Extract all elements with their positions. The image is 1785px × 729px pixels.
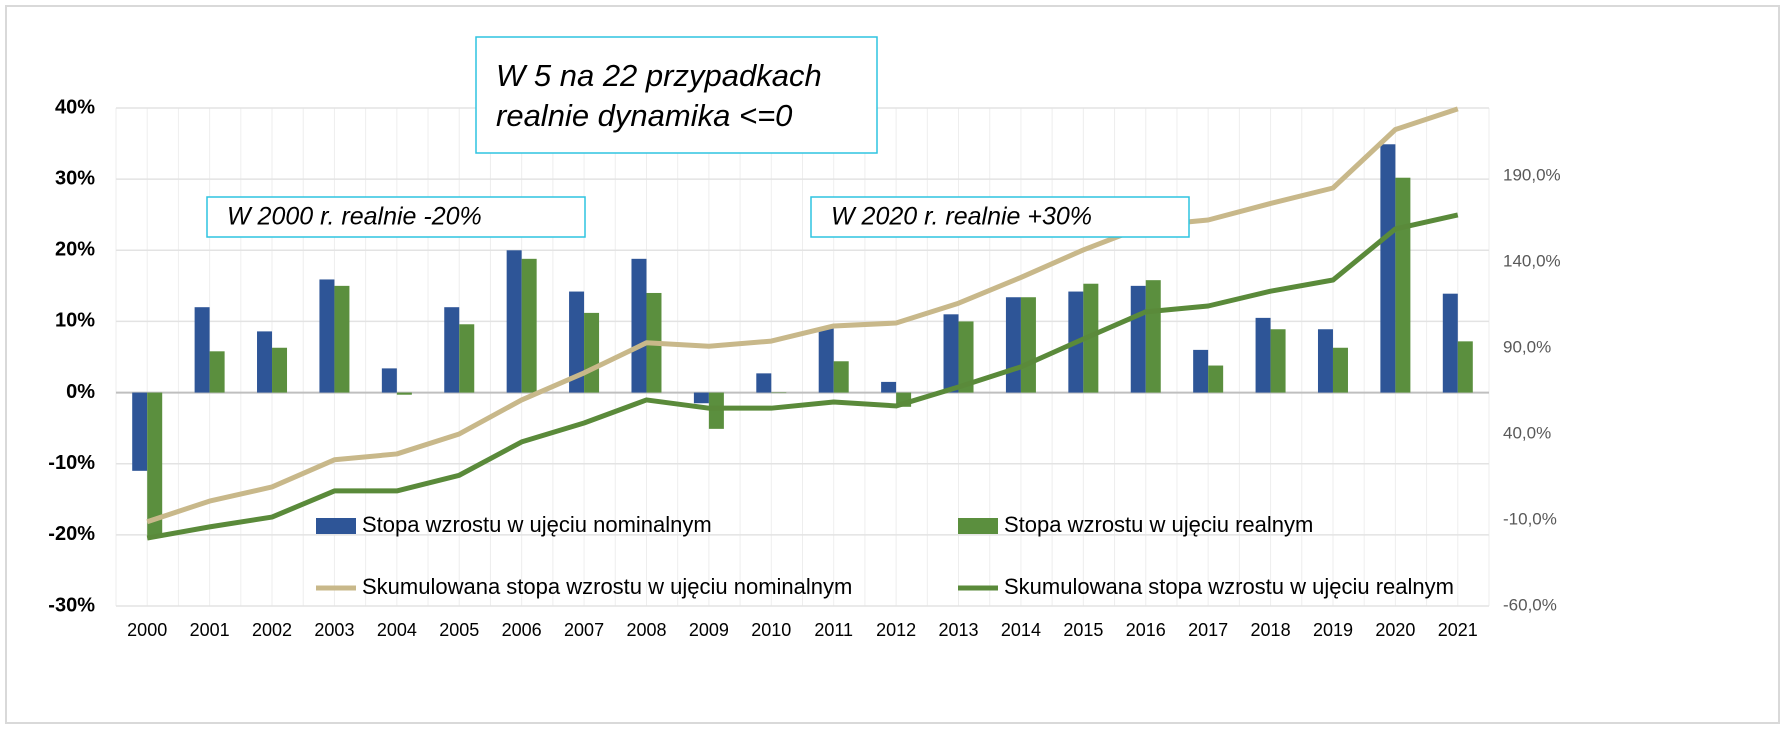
annotation-box <box>206 196 586 238</box>
y2-tick-label: 90,0% <box>1503 337 1551 356</box>
bar <box>1380 144 1396 393</box>
annotation-box <box>475 36 878 154</box>
x-tick-label: 2013 <box>938 620 978 640</box>
annotation-text: W 2000 r. realnie -20% <box>227 203 482 231</box>
bar <box>771 392 787 394</box>
x-tick-label: 2018 <box>1251 620 1291 640</box>
y-tick-label: 20% <box>55 239 95 261</box>
overlay: Stopa wzrostu w ujęciu nominalnym Stopa w… <box>206 36 1454 599</box>
annotation-box <box>810 196 1190 238</box>
bar <box>1130 285 1146 393</box>
bar <box>756 373 772 393</box>
y-tick-label: -30% <box>48 594 95 616</box>
legend-swatch <box>316 518 356 534</box>
x-tick-label: 2003 <box>314 620 354 640</box>
x-tick-label: 2009 <box>689 620 729 640</box>
bar <box>584 312 600 393</box>
x-tick-label: 2008 <box>626 620 666 640</box>
x-tick-label: 2011 <box>814 620 853 640</box>
x-tick-label: 2019 <box>1313 620 1353 640</box>
bar <box>1193 349 1209 393</box>
bar <box>631 258 647 393</box>
legend-swatch <box>958 518 998 534</box>
legend-label: Stopa wzrostu w ujęciu nominalnym <box>362 512 712 537</box>
bar <box>958 321 974 393</box>
x-tick-label: 2010 <box>751 620 791 640</box>
x-tick-label: 2016 <box>1126 620 1166 640</box>
bar <box>569 291 585 393</box>
bar <box>521 258 537 393</box>
bar <box>1332 347 1348 393</box>
line <box>146 106 1459 525</box>
bar <box>381 368 397 393</box>
bar <box>334 285 350 393</box>
annotation-text: W 5 na 22 przypadkach <box>496 58 822 93</box>
bar <box>833 361 849 393</box>
bar <box>319 279 335 393</box>
legend-label: Skumulowana stopa wzrostu w ujęciu realn… <box>1004 574 1454 599</box>
y-tick-label: 0% <box>66 381 95 403</box>
x-tick-label: 2014 <box>1001 620 1041 640</box>
y-tick-label: -10% <box>48 452 95 474</box>
x-tick-label: 2020 <box>1375 620 1415 640</box>
bar <box>194 307 210 393</box>
x-tick-label: 2000 <box>127 620 167 640</box>
chart-border <box>5 5 1780 724</box>
line <box>146 212 1459 541</box>
bar <box>943 314 959 393</box>
y2-tick-label: 190,0% <box>1503 165 1561 184</box>
bar <box>272 347 288 393</box>
x-tick-label: 2015 <box>1063 620 1103 640</box>
y-tick-label: 30% <box>55 167 95 189</box>
bar <box>209 351 225 393</box>
bar <box>1270 329 1286 393</box>
bar <box>881 381 897 393</box>
bar <box>1442 293 1458 393</box>
x-tick-label: 2007 <box>564 620 604 640</box>
y2-tick-label: -60,0% <box>1503 595 1557 614</box>
marks <box>132 106 1473 541</box>
bar <box>1457 341 1473 393</box>
bar <box>1020 297 1036 393</box>
bar <box>708 392 724 429</box>
legend-label: Skumulowana stopa wzrostu w ujęciu nomin… <box>362 574 852 599</box>
x-tick-label: 2012 <box>876 620 916 640</box>
bar <box>818 328 834 393</box>
bar <box>506 250 522 393</box>
bar <box>132 392 148 471</box>
bar <box>459 324 475 393</box>
x-tick-label: 2001 <box>190 620 230 640</box>
bar <box>1208 365 1224 393</box>
bar <box>1145 280 1161 393</box>
x-tick-label: 2002 <box>252 620 292 640</box>
y2-tick-label: -10,0% <box>1503 509 1557 528</box>
bar <box>1317 329 1333 393</box>
bar <box>1005 297 1021 393</box>
bar <box>1255 317 1271 393</box>
bar <box>396 392 412 395</box>
y2-tick-label: 140,0% <box>1503 251 1561 270</box>
x-tick-label: 2021 <box>1438 620 1478 640</box>
bar <box>257 331 273 393</box>
annotation-text: W 2020 r. realnie +30% <box>831 203 1092 231</box>
x-tick-label: 2006 <box>502 620 542 640</box>
bar <box>1395 177 1411 393</box>
bar <box>444 307 460 393</box>
y-tick-label: -20% <box>48 523 95 545</box>
y2-tick-label: 40,0% <box>1503 423 1551 442</box>
y-tick-label: 40% <box>55 96 95 118</box>
x-tick-label: 2017 <box>1188 620 1228 640</box>
y-tick-label: 10% <box>55 310 95 332</box>
annotation-text: realnie dynamika <=0 <box>496 98 792 133</box>
bar <box>693 392 709 404</box>
x-tick-label: 2005 <box>439 620 479 640</box>
x-tick-label: 2004 <box>377 620 417 640</box>
legend-label: Stopa wzrostu w ujęciu realnym <box>1004 512 1313 537</box>
bar <box>147 392 163 538</box>
